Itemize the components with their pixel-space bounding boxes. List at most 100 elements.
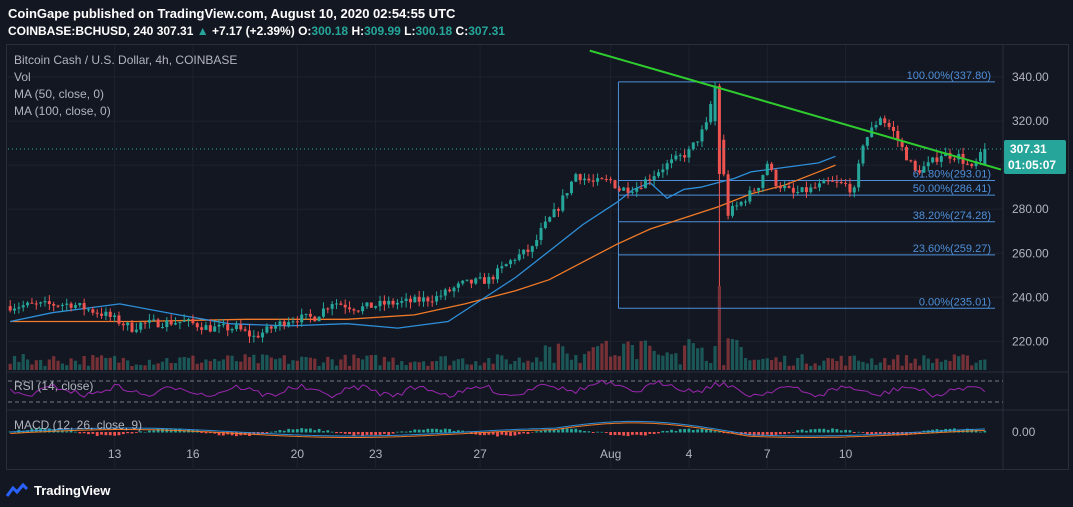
volume-bar (191, 355, 195, 370)
macd-histogram-bar (452, 430, 456, 433)
volume-bar (843, 365, 848, 370)
candle-body (482, 277, 486, 284)
candle-body (269, 326, 273, 329)
candle-body (78, 303, 82, 306)
candle-body (726, 174, 730, 216)
macd-histogram-bar (113, 432, 117, 436)
candle-body (217, 324, 221, 327)
candle-body (939, 156, 943, 162)
volume-bar (691, 343, 695, 370)
candle-body (952, 158, 956, 160)
volume-bar (173, 363, 178, 370)
candle-body (783, 186, 787, 189)
chart-frame[interactable] (6, 44, 1069, 470)
candle-body (30, 302, 34, 304)
macd-histogram-bar (561, 428, 565, 433)
volume-bar (104, 357, 108, 370)
candle-body (174, 323, 178, 325)
volume-bar (213, 358, 217, 370)
volume-bar (413, 361, 417, 370)
volume-bar (687, 339, 691, 370)
volume-bar (639, 341, 643, 370)
macd-histogram-bar (778, 432, 782, 435)
volume-bar (796, 357, 800, 370)
macd-histogram-bar (548, 429, 552, 433)
macd-histogram-bar (678, 429, 682, 433)
macd-histogram-bar (69, 430, 73, 433)
volume-bar (822, 360, 826, 370)
candle-body (408, 298, 412, 303)
macd-histogram-bar (966, 428, 969, 433)
volume-bar (965, 355, 970, 370)
volume-bar (774, 357, 778, 370)
volume-bar (552, 362, 556, 370)
volume-bar (539, 361, 543, 370)
candle-body (469, 279, 473, 284)
macd-histogram-bar (221, 432, 225, 436)
macd-histogram-bar (326, 430, 330, 433)
macd-histogram-bar (65, 431, 69, 433)
macd-histogram-bar (683, 428, 686, 433)
candle-body (417, 296, 421, 302)
chart-header: CoinGape published on TradingView.com, A… (0, 0, 1073, 44)
volume-bar (152, 364, 156, 370)
macd-histogram-bar (491, 432, 495, 435)
macd-histogram-bar (161, 429, 164, 433)
macd-histogram-bar (391, 432, 395, 434)
candle-body (844, 182, 848, 184)
fib-level-label: 23.60%(259.27) (913, 243, 991, 255)
volume-bar (252, 354, 256, 370)
macd-histogram-bar (713, 431, 717, 433)
macd-histogram-bar (661, 430, 665, 433)
macd-histogram-bar (369, 432, 373, 435)
macd-histogram-bar (126, 432, 130, 434)
price-axis-tick: 260.00 (1012, 246, 1049, 260)
macd-histogram-bar (213, 432, 217, 434)
volume-bar (826, 357, 830, 370)
volume-bar (600, 343, 604, 370)
volume-bar (186, 357, 191, 370)
footer-brand[interactable]: TradingView (6, 478, 110, 502)
candle-body (187, 319, 191, 321)
macd-histogram-bar (665, 430, 669, 433)
macd-histogram-bar (652, 432, 656, 435)
candle-body (413, 296, 417, 303)
macd-histogram-bar (422, 429, 425, 433)
volume-bar (374, 354, 378, 370)
volume-bar (239, 361, 243, 370)
publisher-line: CoinGape published on TradingView.com, A… (8, 6, 456, 21)
volume-bar (169, 363, 173, 370)
macd-histogram-bar (143, 431, 147, 433)
candle-body (60, 304, 64, 306)
candle-body (965, 163, 969, 165)
volume-bar (704, 360, 708, 370)
candle-body (569, 181, 573, 194)
macd-histogram-bar (134, 432, 138, 433)
candle-body (56, 305, 60, 307)
candle-body (491, 276, 495, 280)
macd-histogram-bar (496, 432, 499, 437)
macd-histogram-bar (596, 431, 599, 433)
volume-bar (217, 361, 221, 370)
volume-bar (8, 363, 12, 370)
volume-bar (404, 365, 408, 370)
volume-bar (439, 356, 443, 370)
volume-bar (465, 364, 469, 370)
macd-histogram-bar (848, 430, 852, 433)
candle-body (543, 221, 547, 229)
volume-bar (926, 358, 930, 370)
macd-histogram-bar (348, 432, 351, 434)
volume-bar (804, 363, 809, 370)
current-price-label: 307.31 (1010, 142, 1047, 156)
last-price: 307.31 (156, 24, 194, 38)
candle-body (365, 302, 369, 307)
macd-histogram-bar (604, 432, 608, 433)
volume-bar (448, 365, 452, 370)
macd-histogram-bar (87, 432, 90, 435)
candle-body (826, 180, 830, 182)
macd-histogram-bar (805, 430, 808, 433)
volume-bar (326, 356, 330, 370)
symbol-label: COINBASE:BCHUSD, 240 (8, 24, 154, 38)
macd-histogram-bar (300, 428, 304, 433)
